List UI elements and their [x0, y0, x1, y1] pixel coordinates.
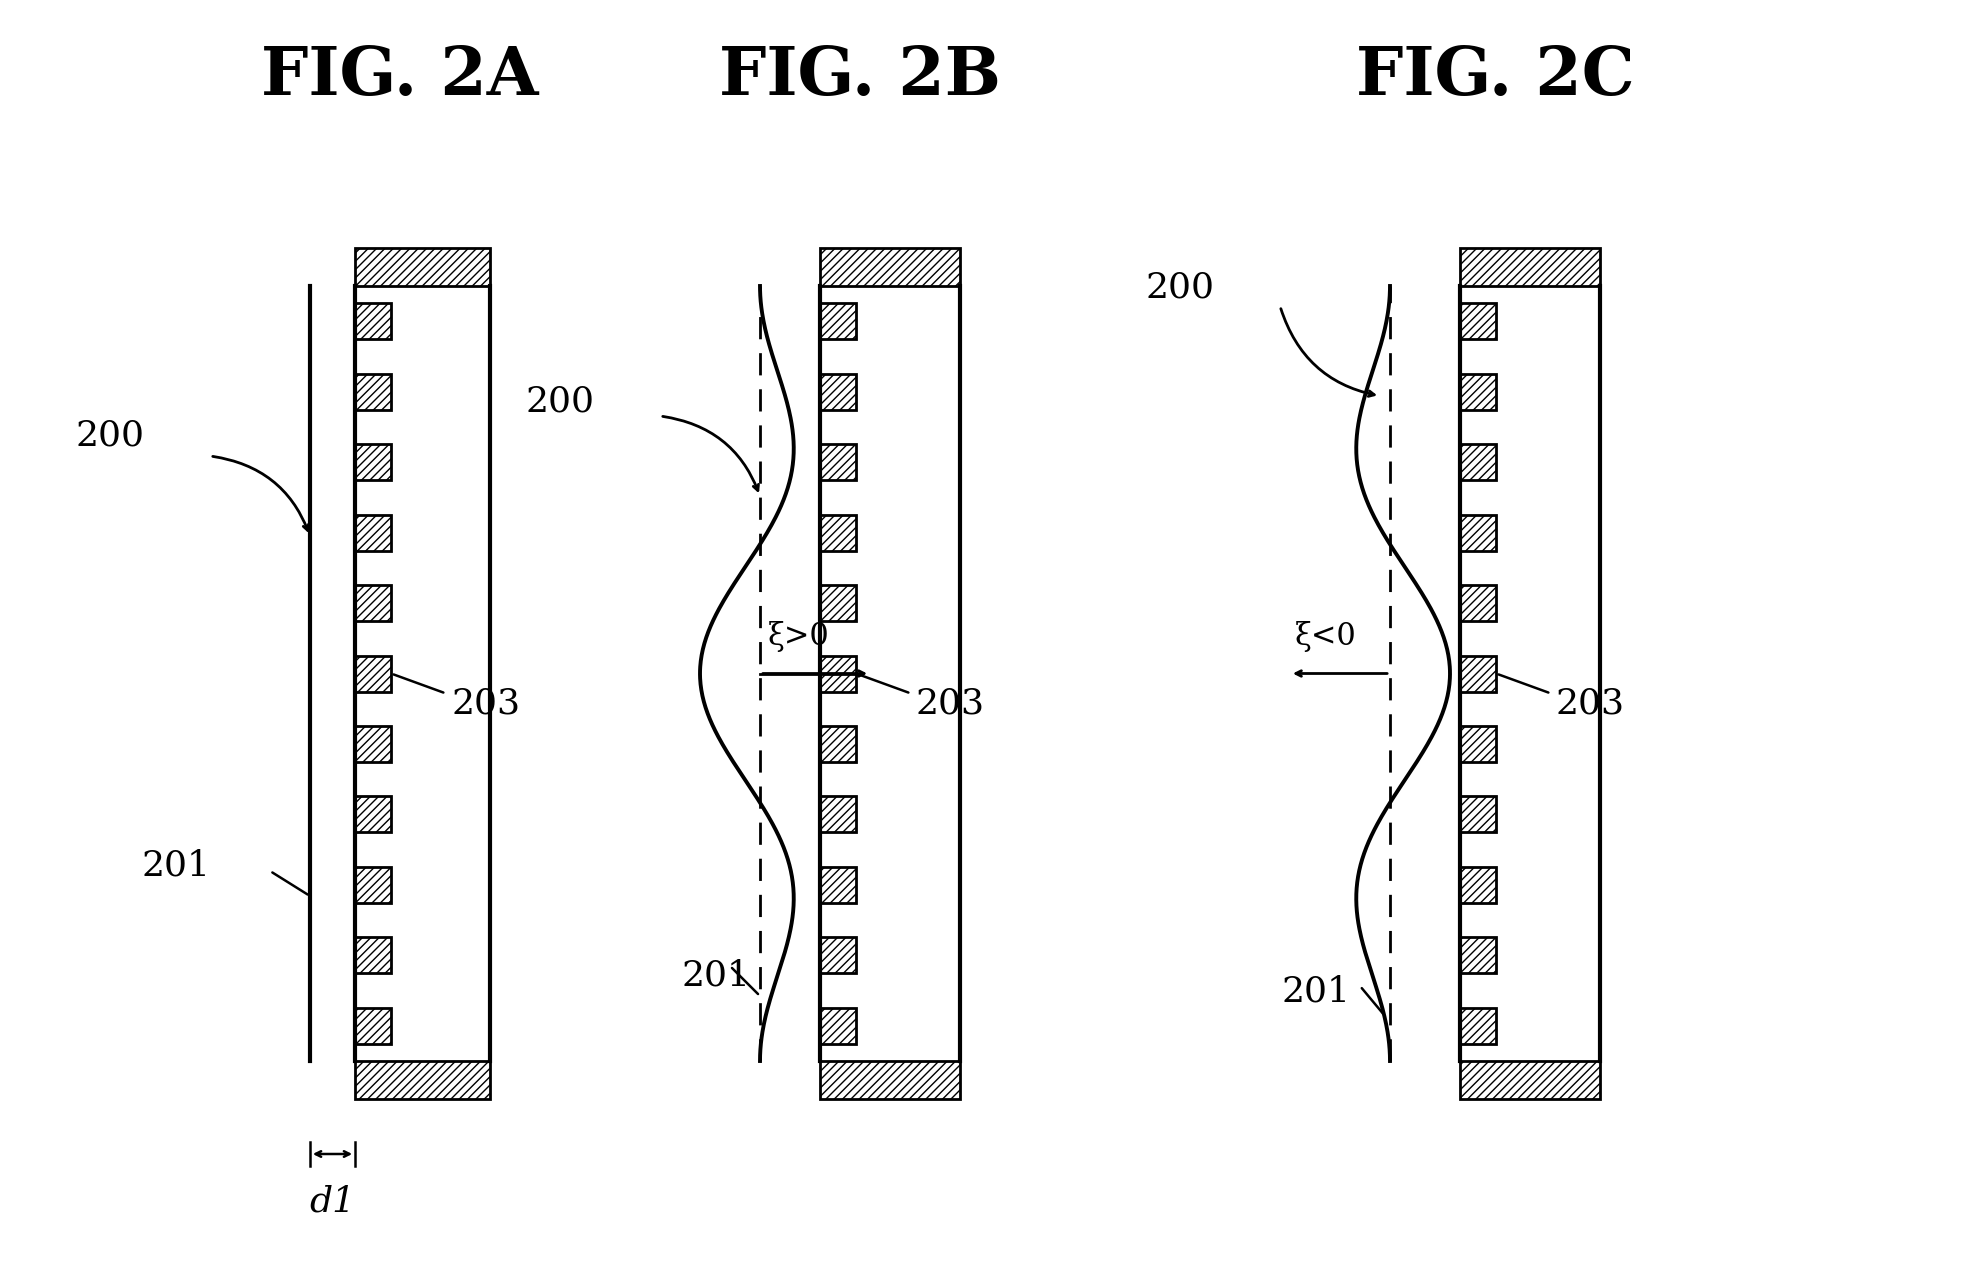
Bar [356, 1061, 490, 1099]
Text: 203: 203 [916, 686, 985, 720]
Bar [820, 444, 855, 480]
Bar [356, 937, 391, 974]
Bar [820, 656, 855, 691]
Text: ξ<0: ξ<0 [1296, 620, 1357, 652]
Text: 203: 203 [1555, 686, 1626, 720]
Text: d1: d1 [309, 1184, 356, 1218]
Bar [820, 796, 855, 833]
Bar [1461, 1061, 1600, 1099]
Bar [1461, 937, 1496, 974]
Bar [820, 1061, 959, 1099]
Bar [1461, 867, 1496, 903]
Bar [820, 514, 855, 551]
Bar [356, 373, 391, 410]
Text: 200: 200 [1146, 271, 1215, 305]
Bar [1461, 248, 1600, 286]
Text: 201: 201 [142, 849, 210, 882]
Bar [356, 248, 490, 286]
Text: 201: 201 [680, 960, 749, 993]
Bar [1461, 444, 1496, 480]
Bar [356, 304, 391, 339]
Bar [1461, 373, 1496, 410]
Text: 200: 200 [527, 384, 596, 418]
Bar [1461, 304, 1496, 339]
Text: 200: 200 [77, 419, 145, 453]
Bar [1461, 796, 1496, 833]
Bar [356, 444, 391, 480]
Text: ξ>0: ξ>0 [769, 620, 830, 652]
Bar [820, 585, 855, 622]
Bar [820, 725, 855, 762]
Bar [820, 248, 959, 286]
Bar [1461, 656, 1496, 691]
Bar [820, 304, 855, 339]
Text: 201: 201 [1282, 974, 1351, 1008]
Text: 203: 203 [450, 686, 521, 720]
Bar [356, 867, 391, 903]
Bar [356, 796, 391, 833]
Bar [820, 937, 855, 974]
Text: FIG. 2A: FIG. 2A [261, 43, 539, 109]
Bar [356, 514, 391, 551]
Bar [356, 585, 391, 622]
Bar [820, 867, 855, 903]
Bar [1461, 725, 1496, 762]
Bar [356, 1008, 391, 1043]
Text: FIG. 2B: FIG. 2B [720, 43, 1001, 109]
Text: FIG. 2C: FIG. 2C [1357, 43, 1634, 109]
Bar [1461, 1008, 1496, 1043]
Bar [1461, 585, 1496, 622]
Bar [1461, 514, 1496, 551]
Bar [356, 725, 391, 762]
Bar [820, 1008, 855, 1043]
Bar [820, 373, 855, 410]
Bar [356, 656, 391, 691]
